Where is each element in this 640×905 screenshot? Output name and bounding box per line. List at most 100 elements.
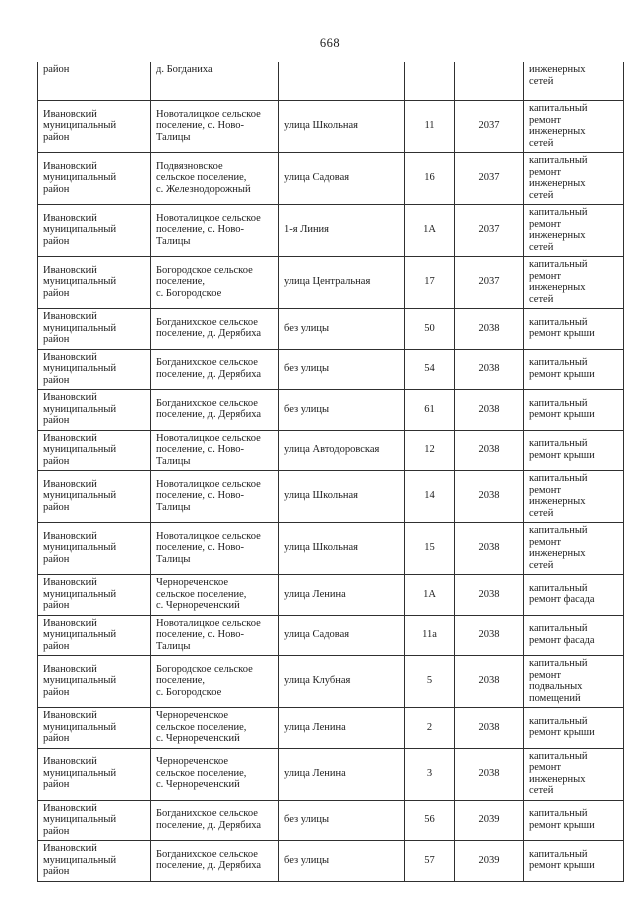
settlement-cell: Богданихское сельское поселение, д. Деря… [150,389,279,431]
house-number-cell: 17 [404,256,455,309]
district-cell: Ивановский муниципальный район [37,389,151,431]
year-cell: 2038 [454,574,524,616]
settlement-cell: Подвязновское сельское поселение, с. Жел… [150,152,279,205]
street-cell: улица Ленина [278,707,405,749]
table-row: Ивановский муниципальный район Богородско… [37,655,624,708]
year-cell: 2038 [454,522,524,575]
district-cell: Ивановский муниципальный район [37,152,151,205]
house-number-cell: 56 [404,799,455,841]
repair-type-cell: капитальный ремонт инженерных сетей [523,204,624,257]
table-row: Ивановский муниципальный район Богородско… [37,256,624,309]
repair-type-cell: капитальный ремонт крыши [523,840,624,882]
year-cell: 2037 [454,100,524,153]
settlement-cell: Новоталицкое сельское поселение, с. Ново… [150,470,279,523]
district-cell: Ивановский муниципальный район [37,574,151,616]
year-cell: 2038 [454,429,524,471]
repair-type-cell: капитальный ремонт крыши [523,348,624,390]
house-number-cell: 5 [404,655,455,708]
table-row: Ивановский муниципальный район Богданихск… [37,348,624,390]
table-row: Ивановский муниципальный район Богданихск… [37,840,624,882]
house-number-cell: 12 [404,429,455,471]
house-number-cell: 11а [404,614,455,656]
settlement-cell: д. Богданиха [150,62,279,101]
settlement-cell: Богородское сельское поселение, с. Богор… [150,256,279,309]
repair-type-cell: капитальный ремонт крыши [523,707,624,749]
street-cell: улица Ленина [278,574,405,616]
page-number: 668 [319,36,341,50]
street-cell [278,62,405,101]
year-cell [454,62,524,101]
repair-type-cell: капитальный ремонт крыши [523,308,624,350]
street-cell: улица Школьная [278,470,405,523]
district-cell: район [37,62,151,101]
street-cell: улица Садовая [278,152,405,205]
table-row: Ивановский муниципальный район Новоталицк… [37,470,624,523]
settlement-cell: Богородское сельское поселение, с. Богор… [150,655,279,708]
settlement-cell: Новоталицкое сельское поселение, с. Ново… [150,614,279,656]
house-number-cell: 57 [404,840,455,882]
year-cell: 2037 [454,256,524,309]
settlement-cell: Богданихское сельское поселение, д. Деря… [150,840,279,882]
repair-type-cell: капитальный ремонт инженерных сетей [523,470,624,523]
district-cell: Ивановский муниципальный район [37,655,151,708]
house-number-cell: 14 [404,470,455,523]
year-cell: 2038 [454,389,524,431]
settlement-cell: Новоталицкое сельское поселение, с. Ново… [150,429,279,471]
year-cell: 2038 [454,308,524,350]
table-row: Ивановский муниципальный район Богданихск… [37,799,624,841]
street-cell: без улицы [278,308,405,350]
repair-type-cell: капитальный ремонт инженерных сетей [523,100,624,153]
house-number-cell: 54 [404,348,455,390]
house-number-cell: 15 [404,522,455,575]
house-number-cell: 1А [404,204,455,257]
year-cell: 2037 [454,204,524,257]
street-cell: улица Клубная [278,655,405,708]
district-cell: Ивановский муниципальный район [37,204,151,257]
table-row: Ивановский муниципальный район Новоталицк… [37,429,624,471]
district-cell: Ивановский муниципальный район [37,799,151,841]
year-cell: 2037 [454,152,524,205]
district-cell: Ивановский муниципальный район [37,522,151,575]
table-row: район д. Богданиха инженерных сетей [37,62,624,101]
year-cell: 2038 [454,614,524,656]
settlement-cell: Чернореченское сельское поселение, с. Че… [150,707,279,749]
year-cell: 2038 [454,707,524,749]
district-cell: Ивановский муниципальный район [37,840,151,882]
table-row: Ивановский муниципальный район Новоталицк… [37,614,624,656]
repair-type-cell: капитальный ремонт крыши [523,389,624,431]
repair-type-cell: капитальный ремонт подвальных помещений [523,655,624,708]
street-cell: улица Ленина [278,747,405,801]
street-cell: 1-я Линия [278,204,405,257]
street-cell: без улицы [278,389,405,431]
table-row: Ивановский муниципальный район Черноречен… [37,574,624,616]
repair-type-cell: инженерных сетей [523,62,624,101]
settlement-cell: Богданихское сельское поселение, д. Деря… [150,348,279,390]
capital-repair-table: район д. Богданиха инженерных сетей Ивановс… [37,62,624,882]
repair-type-cell: капитальный ремонт фасада [523,614,624,656]
year-cell: 2038 [454,747,524,801]
district-cell: Ивановский муниципальный район [37,429,151,471]
street-cell: без улицы [278,840,405,882]
house-number-cell: 3 [404,747,455,801]
district-cell: Ивановский муниципальный район [37,747,151,801]
district-cell: Ивановский муниципальный район [37,707,151,749]
settlement-cell: Чернореченское сельское поселение, с. Че… [150,747,279,801]
district-cell: Ивановский муниципальный район [37,308,151,350]
table-row: Ивановский муниципальный район Богданихск… [37,308,624,350]
house-number-cell [404,62,455,101]
table-row: Ивановский муниципальный район Новоталицк… [37,100,624,153]
repair-type-cell: капитальный ремонт крыши [523,799,624,841]
house-number-cell: 1А [404,574,455,616]
year-cell: 2039 [454,799,524,841]
settlement-cell: Новоталицкое сельское поселение, с. Ново… [150,100,279,153]
settlement-cell: Богданихское сельское поселение, д. Деря… [150,308,279,350]
table-row: Ивановский муниципальный район Подвязновс… [37,152,624,205]
year-cell: 2038 [454,470,524,523]
house-number-cell: 11 [404,100,455,153]
repair-type-cell: капитальный ремонт инженерных сетей [523,152,624,205]
district-cell: Ивановский муниципальный район [37,256,151,309]
settlement-cell: Новоталицкое сельское поселение, с. Ново… [150,204,279,257]
repair-type-cell: капитальный ремонт фасада [523,574,624,616]
table-row: Ивановский муниципальный район Черноречен… [37,707,624,749]
district-cell: Ивановский муниципальный район [37,100,151,153]
